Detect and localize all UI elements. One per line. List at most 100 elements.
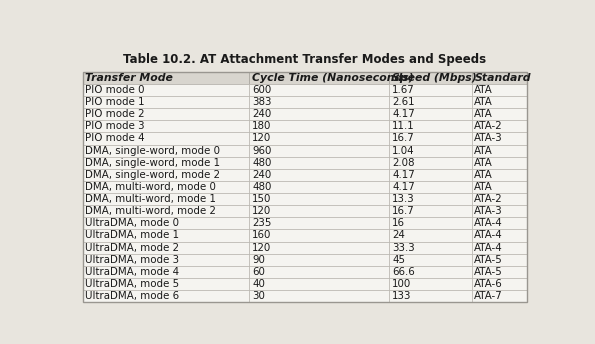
Text: ATA: ATA	[474, 170, 493, 180]
Text: ATA-4: ATA-4	[474, 230, 503, 240]
Bar	[83, 72, 527, 302]
Bar	[389, 290, 472, 302]
Bar	[249, 217, 389, 229]
Text: ATA-5: ATA-5	[474, 267, 503, 277]
Text: PIO mode 3: PIO mode 3	[86, 121, 145, 131]
Text: ATA-4: ATA-4	[474, 218, 503, 228]
Text: UltraDMA, mode 1: UltraDMA, mode 1	[86, 230, 180, 240]
Bar	[389, 96, 472, 108]
Bar	[83, 217, 249, 229]
Text: 16: 16	[392, 218, 405, 228]
Text: 40: 40	[252, 279, 265, 289]
Text: 30: 30	[252, 291, 265, 301]
Text: 45: 45	[392, 255, 405, 265]
Bar	[83, 84, 249, 96]
Text: PIO mode 1: PIO mode 1	[86, 97, 145, 107]
Text: ATA: ATA	[474, 146, 493, 155]
Text: 1.04: 1.04	[392, 146, 415, 155]
Bar	[472, 157, 527, 169]
Text: 4.17: 4.17	[392, 170, 415, 180]
Text: 1.67: 1.67	[392, 85, 415, 95]
Bar	[249, 72, 389, 84]
Text: 180: 180	[252, 121, 271, 131]
Bar	[389, 72, 472, 84]
Bar	[389, 254, 472, 266]
Text: ATA: ATA	[474, 182, 493, 192]
Bar	[472, 144, 527, 157]
Text: UltraDMA, mode 6: UltraDMA, mode 6	[86, 291, 180, 301]
Text: 240: 240	[252, 170, 271, 180]
Bar	[472, 120, 527, 132]
Bar	[249, 278, 389, 290]
Bar	[83, 181, 249, 193]
Text: 600: 600	[252, 85, 271, 95]
Bar	[249, 157, 389, 169]
Text: UltraDMA, mode 2: UltraDMA, mode 2	[86, 243, 180, 252]
Text: 120: 120	[252, 206, 271, 216]
Bar	[472, 290, 527, 302]
Bar	[472, 84, 527, 96]
Bar	[249, 169, 389, 181]
Text: Transfer Mode: Transfer Mode	[86, 73, 173, 83]
Text: UltraDMA, mode 3: UltraDMA, mode 3	[86, 255, 180, 265]
Text: 24: 24	[392, 230, 405, 240]
Text: DMA, multi-word, mode 2: DMA, multi-word, mode 2	[86, 206, 217, 216]
Bar	[83, 96, 249, 108]
Bar	[472, 254, 527, 266]
Bar	[83, 157, 249, 169]
Bar	[389, 108, 472, 120]
Bar	[472, 217, 527, 229]
Text: 2.61: 2.61	[392, 97, 415, 107]
Text: 960: 960	[252, 146, 271, 155]
Text: Speed (Mbps): Speed (Mbps)	[392, 73, 477, 83]
Bar	[472, 181, 527, 193]
Text: 4.17: 4.17	[392, 109, 415, 119]
Text: 11.1: 11.1	[392, 121, 415, 131]
Text: 480: 480	[252, 182, 271, 192]
Bar	[472, 72, 527, 84]
Text: 160: 160	[252, 230, 271, 240]
Text: 2.08: 2.08	[392, 158, 415, 168]
Text: ATA-3: ATA-3	[474, 133, 503, 143]
Bar	[83, 229, 249, 241]
Text: 33.3: 33.3	[392, 243, 415, 252]
Bar	[249, 229, 389, 241]
Text: 383: 383	[252, 97, 272, 107]
Bar	[389, 229, 472, 241]
Bar	[249, 266, 389, 278]
Bar	[249, 120, 389, 132]
Text: Cycle Time (Nanoseconds): Cycle Time (Nanoseconds)	[252, 73, 414, 83]
Bar	[83, 278, 249, 290]
Bar	[389, 120, 472, 132]
Text: ATA-2: ATA-2	[474, 194, 503, 204]
Bar	[83, 241, 249, 254]
Bar	[389, 169, 472, 181]
Text: PIO mode 2: PIO mode 2	[86, 109, 145, 119]
Bar	[83, 254, 249, 266]
Bar	[83, 193, 249, 205]
Text: ATA-7: ATA-7	[474, 291, 503, 301]
Text: 120: 120	[252, 133, 271, 143]
Bar	[249, 254, 389, 266]
Text: 100: 100	[392, 279, 411, 289]
Text: ATA: ATA	[474, 97, 493, 107]
Bar	[389, 266, 472, 278]
Bar	[249, 108, 389, 120]
Bar	[389, 278, 472, 290]
Bar	[249, 193, 389, 205]
Bar	[249, 84, 389, 96]
Text: ATA-5: ATA-5	[474, 255, 503, 265]
Bar	[472, 169, 527, 181]
Bar	[472, 132, 527, 144]
Bar	[389, 241, 472, 254]
Bar	[472, 229, 527, 241]
Text: Table 10.2. AT Attachment Transfer Modes and Speeds: Table 10.2. AT Attachment Transfer Modes…	[123, 53, 487, 66]
Text: ATA-3: ATA-3	[474, 206, 503, 216]
Text: DMA, multi-word, mode 1: DMA, multi-word, mode 1	[86, 194, 217, 204]
Bar	[389, 205, 472, 217]
Text: ATA: ATA	[474, 85, 493, 95]
Text: 133: 133	[392, 291, 412, 301]
Bar	[83, 144, 249, 157]
Text: 120: 120	[252, 243, 271, 252]
Text: UltraDMA, mode 5: UltraDMA, mode 5	[86, 279, 180, 289]
